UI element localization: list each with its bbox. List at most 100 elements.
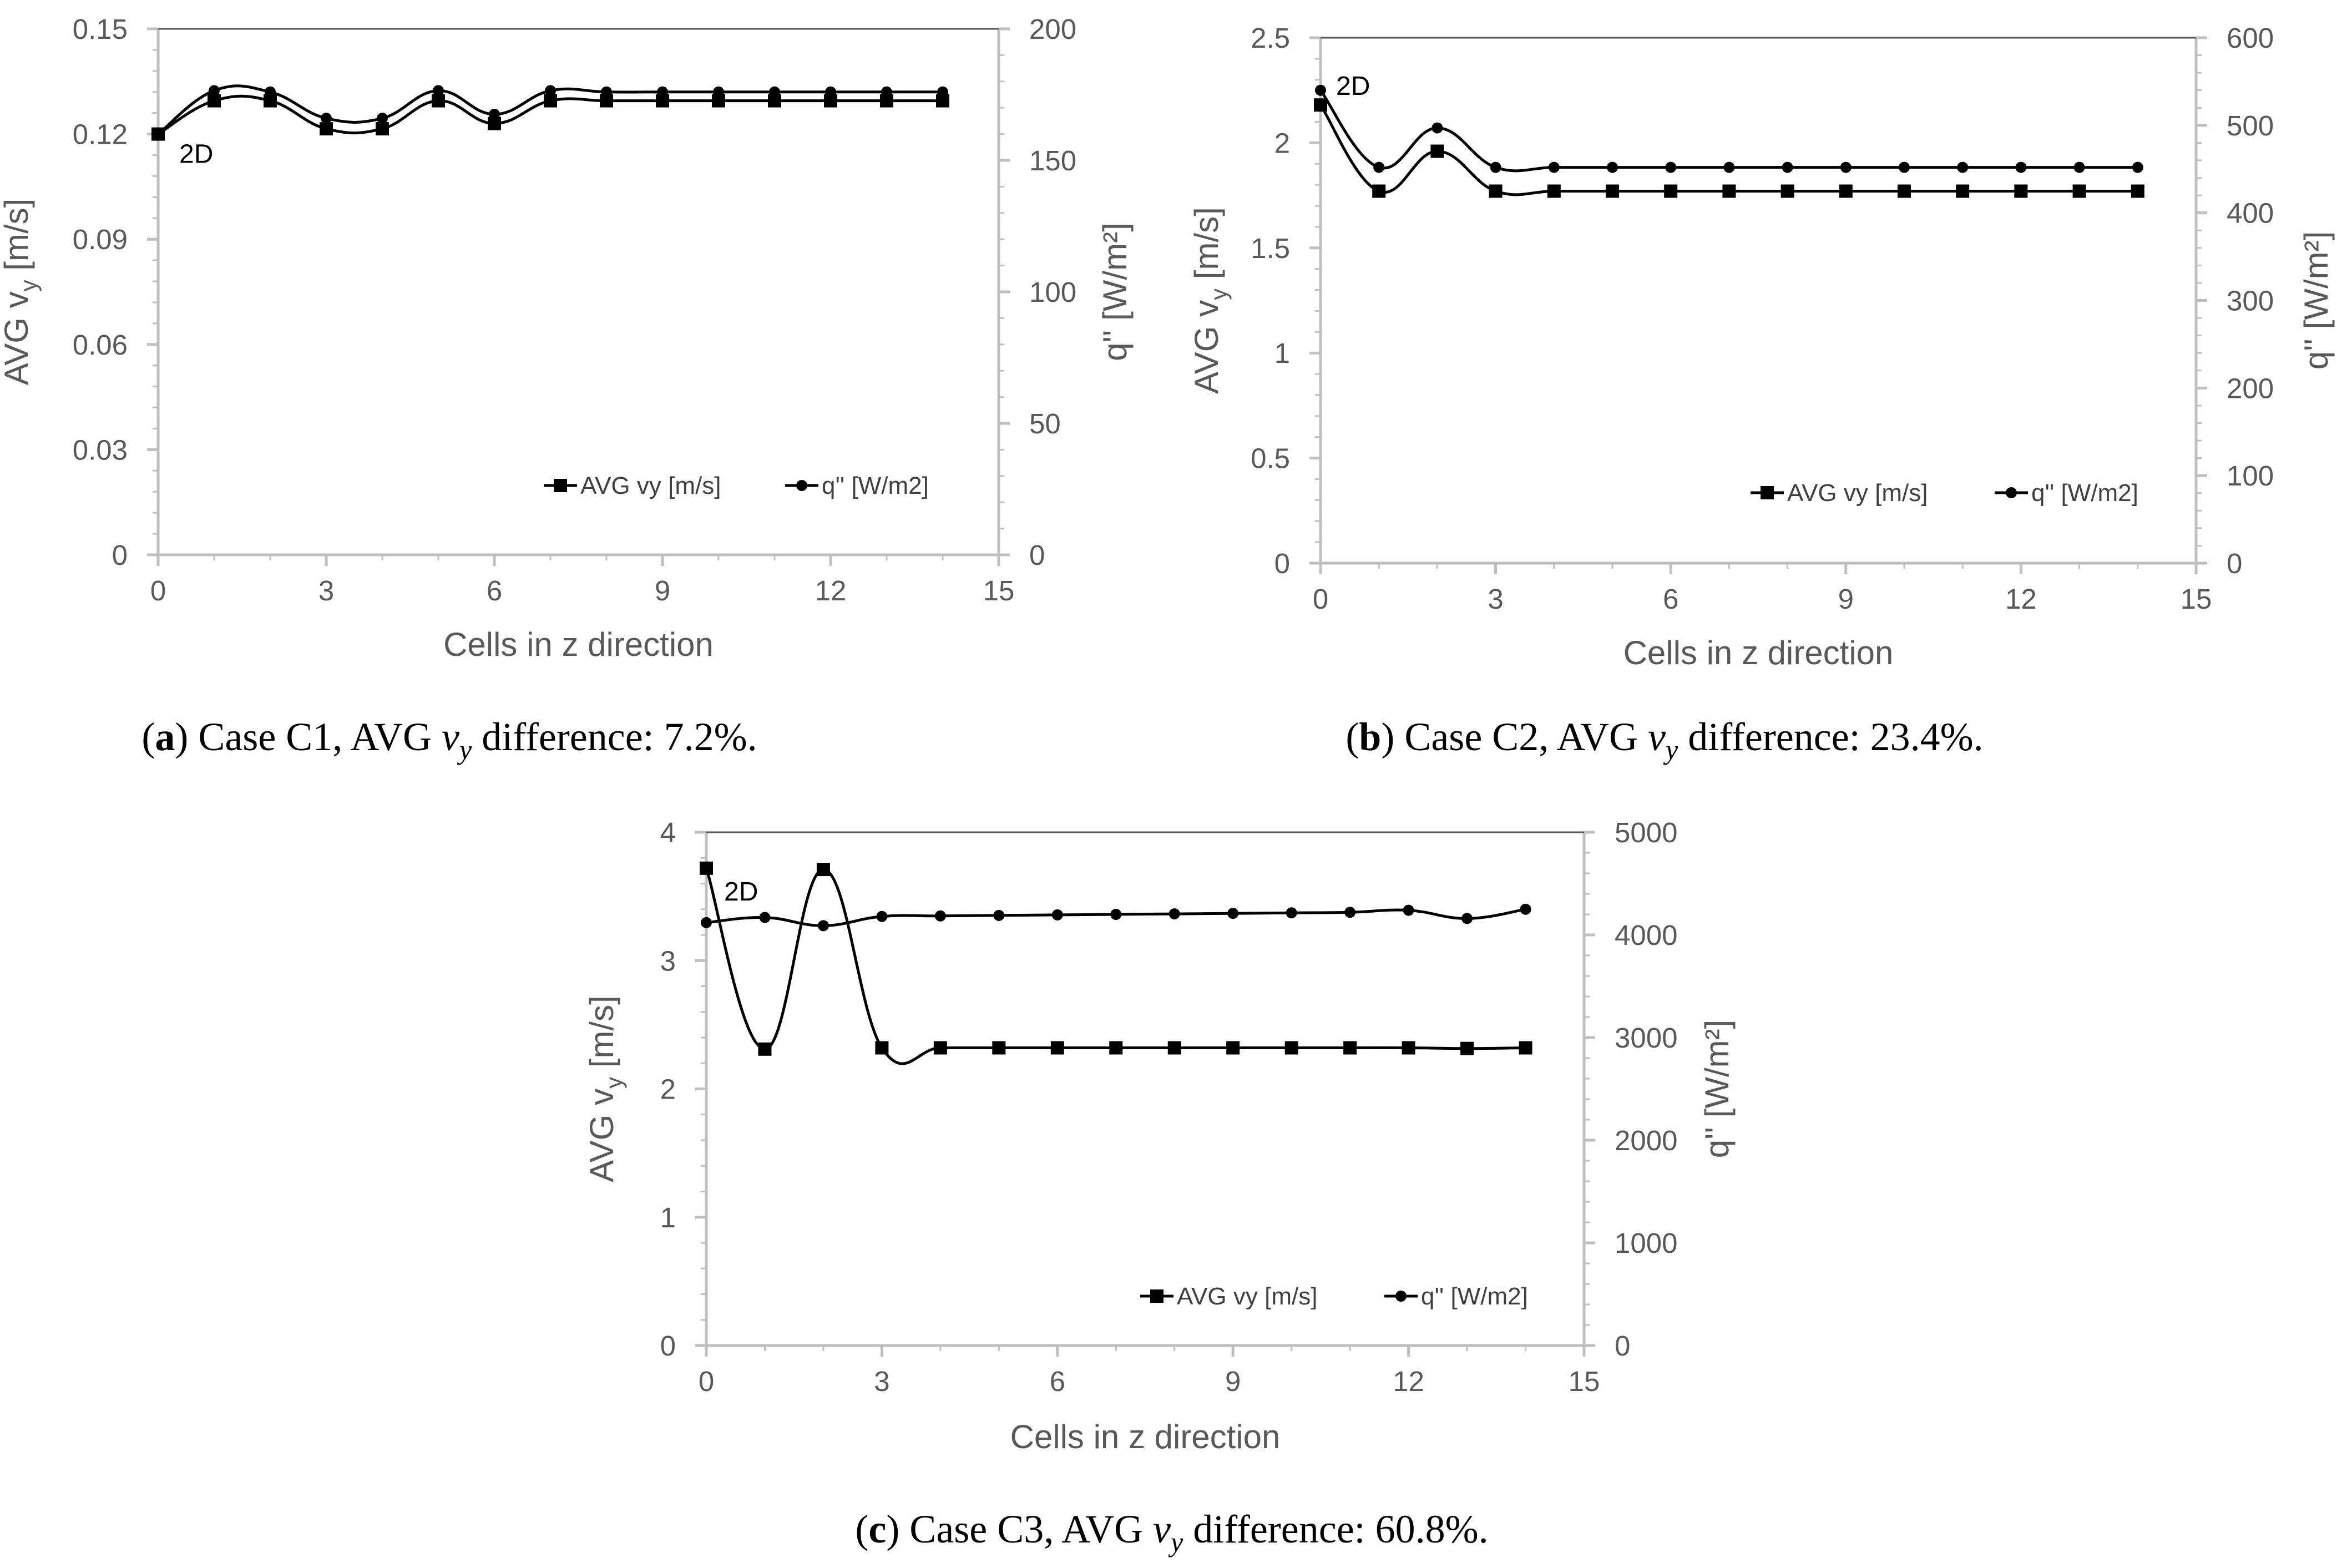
q-point [2015, 161, 2027, 173]
vy-point [758, 1042, 772, 1056]
x-tick-label: 12 [2005, 583, 2037, 615]
y2-tick-label: 0 [1029, 539, 1045, 571]
y-axis-title-unit: [m/s] [0, 199, 35, 280]
y2-tick-label: 2000 [1615, 1125, 1677, 1156]
caption-c: (c) Case C3, AVG vy difference: 60.8%. [855, 1507, 1488, 1557]
legend-label: AVG vy [m/s] [1177, 1283, 1317, 1310]
q-point [2132, 161, 2143, 173]
q-point [489, 109, 500, 120]
q-point [2073, 161, 2085, 173]
q-point [1520, 903, 1531, 915]
q-point [1490, 161, 1501, 173]
vy-point [1109, 1041, 1123, 1055]
panel-a: 0 3 6 9 12 1500.030.060.090.120.1505010015020… [0, 13, 1134, 765]
x-tick-label: 0 [1313, 583, 1328, 615]
q-point [321, 113, 332, 124]
caption-b-label: b [1359, 715, 1381, 759]
y-tick-label: 0.09 [73, 224, 128, 255]
y-axis-title-sub: y [16, 280, 42, 291]
vy-point [816, 863, 830, 877]
series-heat-flux [1315, 84, 2143, 173]
legend-label: q'' [W/m2] [2031, 479, 2138, 507]
vy-point [1606, 184, 1619, 198]
q-point [1723, 161, 1735, 173]
caption-b-text: Case C2, AVG [1404, 715, 1648, 759]
y2-axis-title: q'' [W/m²] [2298, 231, 2335, 370]
legend-item-heat-flux: q'' [W/m2] [785, 472, 929, 499]
q-point [1607, 161, 1618, 173]
x-tick-label: 12 [1393, 1365, 1424, 1397]
vy-point [2072, 184, 2086, 198]
panel-c-chart: 0 3 6 9 12 1501234010002000300040005000Cells … [583, 817, 1736, 1455]
y2-tick-label: 1000 [1615, 1227, 1677, 1259]
vy-point [544, 94, 557, 108]
q-point [433, 85, 444, 97]
x-tick-label: 3 [874, 1365, 889, 1397]
legend: AVG vy [m/s] q'' [W/m2] [1140, 1283, 1528, 1310]
caption-c-tail: difference: 60.8%. [1183, 1507, 1488, 1551]
vy-point [2131, 184, 2144, 198]
panel-a-chart: 0 3 6 9 12 1500.030.060.090.120.1505010015020… [0, 13, 1134, 663]
x-tick-label: 15 [1569, 1365, 1600, 1397]
q-point [937, 86, 948, 98]
series-line [705, 867, 1526, 1065]
y-axis-title: AVG vy [m/s] [1188, 207, 1232, 394]
x-tick-label: 9 [655, 575, 670, 606]
x-tick-label: 0 [150, 575, 166, 606]
vy-point [1050, 1041, 1064, 1055]
vy-point [933, 1041, 947, 1055]
q-point [701, 917, 712, 928]
vy-point [208, 94, 221, 108]
annotation-2d: 2D [1336, 72, 1370, 101]
vy-point [2014, 184, 2028, 198]
y-tick-label: 3 [660, 945, 676, 977]
y2-tick-label: 4000 [1615, 919, 1677, 951]
q-point [1051, 909, 1063, 920]
legend-swatch-marker [1761, 486, 1774, 499]
y-tick-label: 1 [1274, 337, 1290, 369]
y2-tick-label: 5000 [1615, 817, 1677, 848]
vy-point [1343, 1041, 1357, 1055]
vy-point [875, 1041, 889, 1055]
q-point [881, 86, 892, 98]
y-tick-label: 4 [660, 817, 676, 848]
q-point [601, 86, 612, 98]
y-tick-label: 2.5 [1251, 22, 1290, 54]
y2-tick-label: 100 [1029, 276, 1076, 308]
q-point [1432, 122, 1443, 134]
q-point [1461, 913, 1473, 924]
legend: AVG vy [m/s] q'' [W/m2] [544, 472, 929, 499]
annotation-2d: 2D [724, 877, 758, 907]
q-point [825, 86, 836, 98]
q-point [713, 86, 724, 98]
legend-item-avg-vy: AVG vy [m/s] [1140, 1283, 1317, 1310]
panel-b: 0 3 6 9 12 15 0 0.5 1 1.5 2 2.5 0 100 200 300 400 500 600 C… [1188, 22, 2335, 765]
y-axis-title-sub: y [601, 1077, 627, 1089]
caption-b-tail: difference: 23.4%. [1678, 715, 1983, 759]
legend-label: AVG vy [m/s] [580, 472, 721, 499]
caption-a-var: v [442, 715, 459, 759]
q-point [545, 85, 556, 97]
y2-axis-title: q'' [W/m²] [1096, 222, 1134, 361]
x-tick-label: 3 [318, 575, 334, 606]
q-point [934, 910, 946, 922]
caption-c-var-sub: y [1168, 1526, 1183, 1557]
vy-point [1402, 1041, 1415, 1055]
x-axis-title: Cells in z direction [1010, 1418, 1281, 1455]
q-point [876, 911, 888, 922]
q-point [1227, 908, 1239, 919]
vy-point [376, 122, 389, 136]
q-point [817, 920, 829, 932]
y-tick-label: 0.5 [1251, 443, 1290, 474]
panel-c: 0 3 6 9 12 1501234010002000300040005000Cells … [583, 817, 1736, 1557]
x-tick-label: 15 [2181, 583, 2212, 615]
q-point [377, 113, 388, 124]
y2-tick-label: 200 [2227, 372, 2274, 404]
x-tick-label: 9 [1838, 583, 1854, 615]
y-axis-title-sub: y [1206, 289, 1232, 300]
y-axis-title-unit: [m/s] [583, 995, 620, 1077]
y2-tick-label: 300 [2227, 285, 2274, 317]
q-point [1373, 161, 1385, 173]
y2-axis-title: q'' [W/m²] [1698, 1020, 1736, 1159]
